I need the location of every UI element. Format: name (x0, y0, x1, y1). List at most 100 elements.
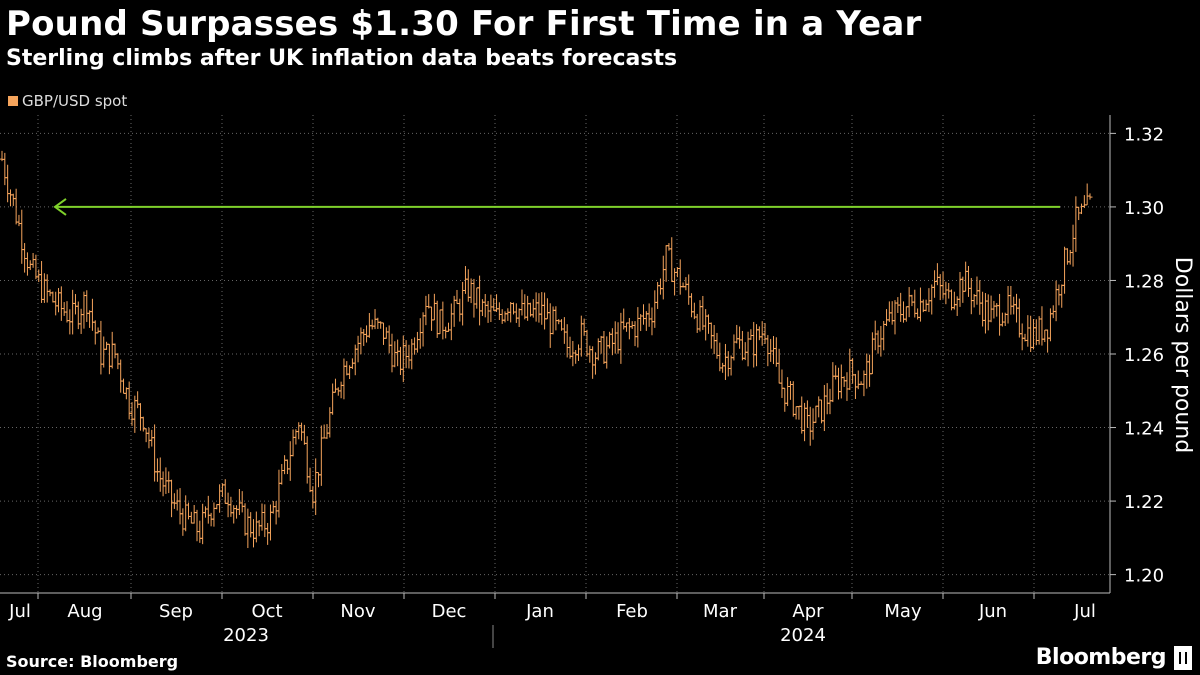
price-bar (640, 304, 646, 325)
y-tick-label: 1.24 (1124, 419, 1164, 440)
price-bar (1059, 284, 1065, 308)
price-bar (522, 294, 528, 320)
price-bar (5, 164, 11, 203)
price-bar (152, 424, 158, 482)
price-bar (491, 298, 497, 311)
price-bar (177, 488, 183, 525)
price-bar (219, 483, 225, 497)
price-bar (632, 321, 638, 347)
price-bar (256, 520, 262, 537)
price-bar (41, 273, 47, 303)
price-bar (205, 495, 211, 524)
price-bar (734, 324, 740, 344)
price-bar (13, 188, 19, 225)
price-bar (1073, 196, 1079, 252)
price-bar (711, 325, 717, 355)
price-bar (123, 387, 129, 400)
price-bar (567, 336, 573, 359)
price-bar (1005, 286, 1011, 324)
price-bar (878, 325, 884, 357)
price-bar (381, 322, 387, 345)
price-bar (81, 291, 87, 329)
price-bar (375, 317, 381, 329)
price-bar (957, 271, 963, 307)
price-bar (1030, 319, 1036, 350)
price-bar (773, 337, 779, 367)
price-bar (824, 383, 830, 415)
price-bar (533, 292, 539, 322)
price-bar (1033, 319, 1039, 346)
price-bar (965, 265, 971, 297)
price-bar (683, 277, 689, 291)
price-bar (1070, 224, 1076, 267)
price-bar (242, 503, 248, 536)
x-tick-label: Nov (340, 601, 375, 622)
price-bar (1028, 315, 1034, 352)
price-bar (101, 336, 107, 368)
price-bar (137, 403, 143, 431)
price-bar (296, 422, 302, 440)
price-bar (121, 378, 127, 394)
price-bar (485, 301, 491, 323)
price-bar (160, 471, 166, 497)
price-bar (722, 343, 728, 380)
price-bar (1053, 280, 1059, 322)
price-bar (612, 321, 618, 354)
price-bar (412, 337, 418, 355)
price-bar (762, 323, 768, 344)
price-bar (929, 284, 935, 315)
price-bar (881, 320, 887, 351)
price-bar (525, 295, 531, 321)
price-bar (821, 384, 827, 432)
price-bar (397, 346, 403, 376)
price-bar (191, 504, 197, 524)
price-bar (95, 327, 101, 334)
price-bar (496, 302, 502, 321)
price-bar (754, 324, 760, 367)
price-bar (282, 455, 288, 475)
price-bar (787, 381, 793, 400)
price-bar (869, 332, 875, 375)
price-bar (335, 387, 341, 396)
price-bar (140, 416, 146, 432)
price-bar (604, 336, 610, 369)
price-bar (1084, 183, 1090, 206)
y-tick-label: 1.26 (1124, 345, 1164, 366)
price-bar (64, 301, 70, 323)
price-bar (431, 293, 437, 321)
price-bar (474, 287, 480, 309)
price-bar (98, 320, 104, 375)
price-bar (434, 300, 440, 338)
price-bar (454, 289, 460, 305)
price-bar (457, 298, 463, 322)
price-bar (686, 274, 692, 305)
y-tick-label: 1.32 (1124, 124, 1164, 145)
price-bar (465, 269, 471, 302)
price-bar (592, 352, 598, 375)
price-bar (609, 328, 615, 356)
price-bar (997, 293, 1003, 336)
price-bar (717, 342, 723, 372)
price-bar (638, 314, 644, 332)
price-bar (951, 291, 957, 310)
price-bar (245, 508, 251, 549)
price-bar (1025, 315, 1031, 347)
price-bar (511, 302, 517, 315)
price-bar (1019, 323, 1025, 351)
price-bar (313, 458, 319, 516)
source-note: Source: Bloomberg (6, 652, 179, 671)
price-bar (813, 405, 819, 423)
price-bar (968, 277, 974, 315)
price-bar (508, 302, 514, 323)
price-bar (417, 318, 423, 349)
price-bar (197, 520, 203, 543)
price-bar (414, 331, 420, 353)
price-bar (934, 263, 940, 286)
y-tick-label: 1.22 (1124, 492, 1164, 513)
bloomberg-mark-icon (1174, 645, 1192, 670)
price-bar (499, 309, 505, 324)
price-bar (24, 252, 30, 276)
year-label: 2023 (223, 625, 269, 646)
brand-name: Bloomberg (1035, 645, 1167, 670)
price-bar (56, 288, 62, 313)
